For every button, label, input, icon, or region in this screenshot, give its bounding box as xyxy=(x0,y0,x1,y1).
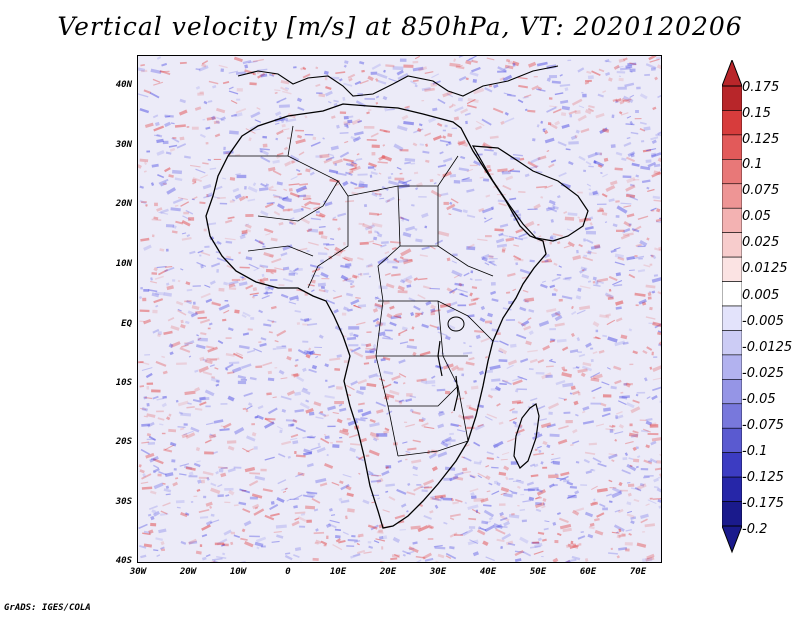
colorbar-label-14: -0.1 xyxy=(742,444,768,459)
map-panel[interactable] xyxy=(137,55,662,563)
colorbar-label-16: -0.175 xyxy=(742,496,784,511)
madagascar-coastline xyxy=(513,403,540,469)
colorbar-label-0: 0.175 xyxy=(742,80,780,95)
lon-tick-30w: 30W xyxy=(129,567,147,577)
colorbar-label-7: 0.0125 xyxy=(742,261,788,276)
colorbar-label-12: -0.05 xyxy=(742,392,776,407)
colorbar-label-6: 0.025 xyxy=(742,235,780,250)
lat-tick-30n: 30N xyxy=(115,140,132,150)
lon-tick-30e: 30E xyxy=(429,567,447,577)
lat-tick-20n: 20N xyxy=(115,199,132,209)
colorbar-swatch xyxy=(722,232,742,258)
colorbar-swatch xyxy=(722,159,742,185)
colorbar xyxy=(722,60,742,554)
lat-tick-10n: 10N xyxy=(115,259,132,269)
colorbar-swatch xyxy=(722,85,742,111)
lake-malawi xyxy=(453,375,459,412)
colorbar-swatch xyxy=(722,452,742,478)
lat-tick-eq: EQ xyxy=(121,319,132,329)
lon-tick-50e: 50E xyxy=(529,567,547,577)
map-background xyxy=(138,56,661,562)
colorbar-swatch xyxy=(722,354,742,380)
colorbar-label-17: -0.2 xyxy=(742,522,768,537)
lon-tick-10w: 10W xyxy=(229,567,247,577)
colorbar-label-8: 0.005 xyxy=(742,288,780,303)
velocity-field xyxy=(138,56,661,562)
lon-tick-70e: 70E xyxy=(629,567,647,577)
arabia-coastline xyxy=(471,145,589,242)
colorbar-label-4: 0.075 xyxy=(742,183,780,198)
lon-tick-20w: 20W xyxy=(179,567,197,577)
colorbar-swatch xyxy=(722,183,742,209)
colorbar-label-5: 0.05 xyxy=(742,209,771,224)
colorbar-label-10: -0.0125 xyxy=(742,340,793,355)
lon-tick-0: 0 xyxy=(285,567,291,577)
colorbar-swatch xyxy=(722,403,742,429)
lon-tick-60e: 60E xyxy=(579,567,597,577)
colorbar-swatch xyxy=(722,379,742,405)
africa-coastline xyxy=(205,103,547,529)
lat-tick-10s: 10S xyxy=(115,378,132,388)
colorbar-label-2: 0.125 xyxy=(742,132,780,147)
colorbar-swatch xyxy=(722,305,742,331)
country-borders xyxy=(228,125,494,457)
colorbar-label-11: -0.025 xyxy=(742,366,784,381)
lon-tick-40e: 40E xyxy=(479,567,497,577)
colorbar-swatch xyxy=(722,110,742,136)
colorbar-swatch xyxy=(722,256,742,282)
colorbar-label-13: -0.075 xyxy=(742,418,784,433)
lat-tick-40n: 40N xyxy=(115,80,132,90)
colorbar-swatch xyxy=(722,207,742,233)
lake-tanganyika xyxy=(437,340,443,377)
colorbar-top-arrow xyxy=(722,60,742,87)
map-canvas xyxy=(138,56,661,562)
map-title: Vertical velocity [m/s] at 850hPa, VT: 2… xyxy=(57,12,743,41)
colorbar-swatch xyxy=(722,501,742,527)
europe-coastline xyxy=(237,65,559,97)
colorbar-label-15: -0.125 xyxy=(742,470,784,485)
colorbar-label-1: 0.15 xyxy=(742,106,771,121)
lon-tick-10e: 10E xyxy=(329,567,347,577)
colorbar-label-3: 0.1 xyxy=(742,157,763,172)
colorbar-swatch xyxy=(722,427,742,453)
colorbar-swatch xyxy=(722,134,742,160)
lon-tick-20e: 20E xyxy=(379,567,397,577)
lat-tick-30s: 30S xyxy=(115,497,132,507)
lat-tick-20s: 20S xyxy=(115,437,132,447)
colorbar-swatch xyxy=(722,281,742,307)
colorbar-label-9: -0.005 xyxy=(742,314,784,329)
credit-text: GrADS: IGES/COLA xyxy=(4,603,91,613)
lake-victoria xyxy=(447,316,465,332)
colorbar-swatch xyxy=(722,330,742,356)
lat-tick-40s: 40S xyxy=(115,556,132,566)
colorbar-swatch xyxy=(722,476,742,502)
colorbar-bottom-arrow xyxy=(722,525,742,554)
